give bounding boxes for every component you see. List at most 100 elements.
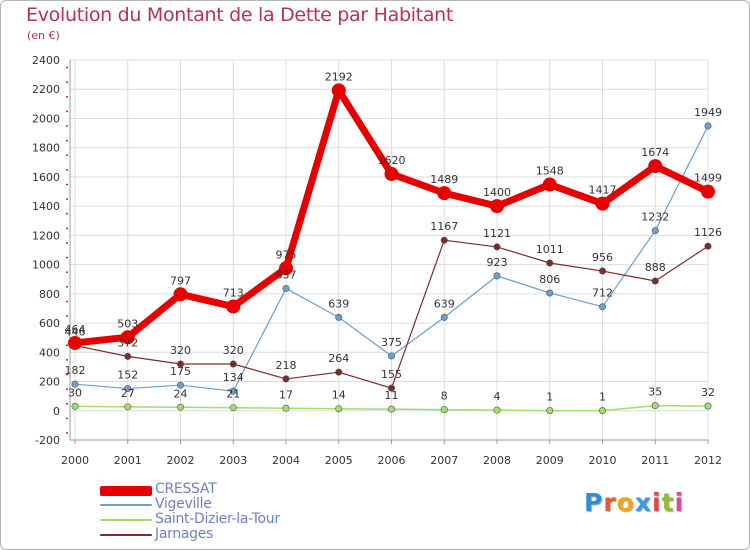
y-minor-tick	[66, 154, 68, 156]
y-minor-tick	[66, 373, 68, 376]
y-minor-tick	[66, 315, 68, 317]
y-minor-tick	[66, 139, 68, 142]
legend-label-saint-dizier-la-tour: Saint-Dizier-la-Tour	[155, 511, 280, 527]
legend-label-vigeville: Vigeville	[155, 496, 212, 512]
data-label: 1499	[694, 172, 722, 185]
legend-label-jarnages: Jarnages	[155, 526, 214, 542]
x-tick-label: 2006	[378, 454, 406, 467]
data-label: 182	[65, 364, 86, 377]
data-point-1	[546, 289, 554, 297]
data-point-0	[68, 335, 82, 350]
y-minor-tick	[66, 198, 68, 200]
data-label: 1	[546, 391, 553, 404]
data-point-1	[335, 313, 343, 321]
data-point-2	[440, 406, 448, 414]
data-point-2	[493, 406, 501, 414]
data-label: 1167	[430, 220, 458, 233]
data-point-1	[598, 303, 606, 311]
x-tick-label: 2000	[61, 454, 89, 467]
data-point-3	[124, 352, 132, 360]
y-minor-tick	[66, 256, 68, 259]
logo-letter: i	[652, 488, 662, 517]
data-label: 1400	[483, 186, 511, 199]
data-point-2	[335, 405, 343, 413]
y-tick-label: 2000	[32, 112, 60, 125]
data-point-3	[440, 236, 448, 244]
y-tick-label: 600	[39, 317, 60, 330]
x-tick-label: 2005	[325, 454, 353, 467]
data-point-0	[490, 199, 504, 214]
data-label: 175	[170, 365, 191, 378]
proxiti-logo: Proxiti	[584, 488, 684, 517]
y-minor-tick	[66, 212, 68, 215]
legend-swatch-vigeville	[100, 504, 152, 506]
x-tick-label: 2003	[219, 454, 247, 467]
data-point-0	[648, 159, 663, 174]
data-point-0	[120, 330, 135, 345]
legend-item-saint-dizier-la-tour: Saint-Dizier-la-Tour	[100, 511, 420, 527]
legend-item-jarnages: Jarnages	[100, 526, 420, 542]
data-label: 837	[276, 268, 297, 281]
y-minor-tick	[66, 183, 68, 186]
data-label: 11	[385, 389, 399, 402]
data-point-1	[440, 313, 448, 321]
data-point-3	[387, 384, 395, 392]
data-label: 1949	[694, 106, 722, 119]
data-label: 639	[328, 297, 349, 310]
data-point-1	[651, 227, 659, 235]
y-minor-tick	[66, 388, 68, 390]
logo-letter: r	[603, 488, 617, 517]
data-point-1	[387, 352, 395, 360]
data-point-3	[335, 368, 343, 376]
data-point-0	[542, 177, 557, 192]
data-point-2	[387, 405, 395, 413]
data-label: 464	[65, 323, 86, 336]
data-label: 975	[276, 248, 297, 261]
y-minor-tick	[66, 300, 68, 303]
data-point-1	[229, 387, 237, 395]
data-point-0	[226, 299, 241, 314]
data-label: 27	[121, 387, 135, 400]
y-minor-tick	[66, 329, 68, 332]
data-label: 1	[599, 391, 606, 404]
data-label: 8	[441, 390, 448, 403]
data-point-0	[384, 167, 399, 181]
chart-title: Evolution du Montant de la Dette par Hab…	[26, 4, 454, 26]
data-label: 888	[645, 261, 666, 274]
data-label: 446	[65, 326, 86, 339]
logo-letter: x	[634, 488, 652, 517]
chart-subtitle: (en €)	[27, 29, 60, 42]
y-tick-label: 2400	[32, 54, 60, 67]
y-tick-label: -200	[35, 434, 60, 447]
x-tick-label: 2011	[641, 454, 669, 467]
data-point-1	[124, 385, 132, 393]
data-point-2	[704, 402, 712, 410]
y-minor-tick	[66, 96, 68, 98]
y-tick-label: 800	[39, 288, 60, 301]
data-label: 2192	[325, 70, 353, 83]
data-label: 4	[494, 390, 501, 403]
y-minor-tick	[66, 402, 68, 405]
data-point-2	[651, 402, 659, 410]
x-tick-label: 2002	[167, 454, 195, 467]
x-tick-label: 2008	[483, 454, 511, 467]
x-tick-label: 2009	[536, 454, 564, 467]
data-point-2	[71, 402, 79, 410]
y-tick-label: 1600	[32, 171, 60, 184]
data-point-2	[229, 404, 237, 412]
y-tick-label: 1800	[32, 142, 60, 155]
data-label: 797	[170, 274, 191, 287]
x-tick-label: 2007	[430, 454, 458, 467]
legend-swatch-saint-dizier-la-tour	[100, 519, 152, 521]
y-minor-tick	[66, 344, 68, 346]
data-label: 24	[174, 387, 188, 400]
legend-swatch-cressat	[100, 486, 152, 496]
data-label: 1548	[536, 165, 564, 178]
y-minor-tick	[66, 417, 68, 420]
y-tick-label: 2200	[32, 83, 60, 96]
data-label: 1674	[641, 146, 669, 159]
y-tick-label: 200	[39, 376, 60, 389]
data-point-3	[229, 360, 237, 368]
y-minor-tick	[66, 81, 68, 83]
data-point-1	[704, 122, 712, 130]
